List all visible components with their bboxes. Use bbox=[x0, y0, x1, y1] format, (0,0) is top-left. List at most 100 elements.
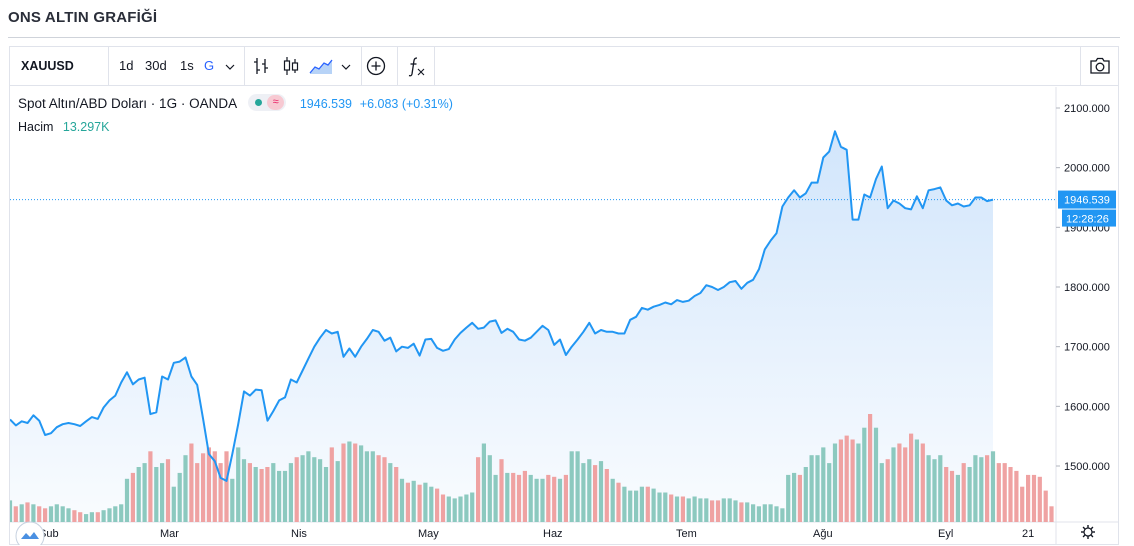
volume-bar bbox=[359, 445, 364, 522]
candlestick-icon[interactable] bbox=[281, 56, 301, 76]
time-tick-label: Eyl bbox=[938, 528, 953, 540]
volume-bar bbox=[224, 451, 229, 522]
volume-bar bbox=[973, 455, 978, 522]
toolbar-divider bbox=[434, 47, 435, 85]
market-status-badge[interactable]: ≈ bbox=[248, 94, 287, 111]
volume-bar bbox=[815, 455, 820, 522]
plus-circle-icon[interactable] bbox=[366, 56, 386, 76]
time-tick-label: Mar bbox=[160, 528, 179, 540]
volume-bar bbox=[165, 459, 171, 522]
legend-symbol[interactable]: Spot Altın/ABD Doları · 1G · OANDA bbox=[18, 96, 237, 112]
volume-bar bbox=[932, 459, 937, 522]
volume-bar bbox=[31, 504, 36, 522]
interval-1d-button[interactable]: 1d bbox=[119, 58, 134, 73]
volume-bar bbox=[429, 486, 434, 522]
volume-bar bbox=[727, 498, 732, 522]
volume-bar bbox=[37, 506, 42, 522]
countdown-label-bg bbox=[1062, 209, 1116, 227]
volume-bar bbox=[622, 486, 627, 522]
area-chart-icon[interactable] bbox=[309, 56, 333, 76]
volume-bar bbox=[897, 443, 902, 522]
volume-bar bbox=[669, 494, 674, 522]
volume-bar bbox=[60, 506, 65, 522]
toolbar-divider bbox=[361, 47, 362, 85]
chevron-down-icon[interactable] bbox=[340, 57, 360, 77]
volume-bar bbox=[587, 459, 592, 522]
chevron-down-icon[interactable] bbox=[224, 57, 244, 77]
title-divider bbox=[8, 37, 1120, 38]
volume-bar bbox=[516, 474, 522, 522]
volume-bar bbox=[25, 502, 30, 522]
volume-bar bbox=[938, 455, 943, 522]
volume-bar bbox=[458, 496, 463, 522]
volume-bar bbox=[499, 459, 504, 522]
price-tick-label: 2000.000 bbox=[1064, 163, 1110, 175]
settings-gear-icon[interactable] bbox=[1081, 525, 1095, 539]
interval-g-button[interactable]: G bbox=[204, 58, 215, 73]
volume-bar bbox=[241, 459, 247, 522]
volume-bar bbox=[218, 463, 223, 522]
chart-widget: XAUUSD 1d 30d 1s G bbox=[9, 46, 1119, 545]
fx-icon[interactable] bbox=[406, 56, 426, 77]
volume-bar bbox=[657, 492, 662, 522]
bar-chart-icon[interactable] bbox=[251, 56, 271, 76]
volume-bar bbox=[803, 467, 808, 522]
volume-bar bbox=[130, 472, 135, 522]
volume-bar bbox=[370, 451, 375, 522]
volume-bar bbox=[663, 492, 668, 522]
interval-1s-button[interactable]: 1s bbox=[180, 58, 194, 73]
volume-bar bbox=[48, 506, 54, 522]
volume-bar bbox=[206, 447, 211, 522]
volume-bar bbox=[54, 504, 59, 522]
volume-bar bbox=[505, 472, 510, 522]
price-tick-label: 1700.000 bbox=[1064, 342, 1110, 354]
price-tick-label: 1800.000 bbox=[1064, 282, 1110, 294]
time-tick-label: 21 bbox=[1022, 528, 1034, 540]
volume-bar bbox=[616, 482, 621, 522]
volume-bar bbox=[1037, 476, 1042, 522]
last-price-label: 1946.539 bbox=[1064, 195, 1110, 207]
volume-bar bbox=[160, 463, 165, 522]
volume-bar bbox=[347, 441, 352, 522]
symbol-search-button[interactable]: XAUUSD bbox=[21, 59, 74, 73]
volume-bar bbox=[891, 447, 896, 522]
interval-30d-button[interactable]: 30d bbox=[145, 58, 167, 73]
volume-bar bbox=[996, 463, 1001, 522]
volume-bar bbox=[856, 443, 861, 522]
chart-toolbar: XAUUSD 1d 30d 1s G bbox=[10, 47, 1118, 86]
volume-bar bbox=[288, 463, 293, 522]
volume-bar bbox=[382, 457, 387, 522]
volume-bar bbox=[411, 480, 416, 522]
volume-bar bbox=[639, 486, 644, 522]
legend-change: +6.083 (+0.31%) bbox=[359, 97, 453, 112]
volume-bar bbox=[704, 498, 709, 522]
camera-icon[interactable] bbox=[1089, 56, 1111, 76]
volume-bar bbox=[534, 478, 539, 522]
volume-bar bbox=[136, 467, 141, 522]
volume-bar bbox=[177, 472, 182, 522]
volume-bar bbox=[142, 463, 147, 522]
volume-bar bbox=[511, 472, 516, 522]
volume-bar bbox=[107, 508, 112, 522]
market-open-dot-icon bbox=[255, 99, 263, 106]
volume-bar bbox=[95, 512, 100, 522]
volume-bar bbox=[230, 478, 235, 522]
volume-bar bbox=[72, 510, 77, 522]
toolbar-divider bbox=[244, 47, 245, 85]
volume-bar bbox=[464, 494, 469, 522]
chart-legend-volume: Hacim 13.297K bbox=[18, 120, 109, 134]
volume-bar bbox=[710, 500, 715, 522]
volume-bar bbox=[452, 498, 457, 522]
volume-bar bbox=[446, 496, 451, 522]
volume-bar bbox=[868, 414, 873, 522]
volume-bar bbox=[341, 443, 346, 522]
volume-bar bbox=[300, 455, 305, 522]
volume-bar bbox=[353, 443, 358, 522]
volume-bar bbox=[66, 508, 71, 522]
price-chart[interactable]: 2100.0002000.0001900.0001800.0001700.000… bbox=[10, 87, 1118, 545]
volume-bar bbox=[715, 500, 721, 522]
volume-bar bbox=[399, 478, 405, 522]
volume-bar bbox=[440, 494, 446, 522]
volume-bar bbox=[522, 470, 527, 522]
volume-value: 13.297K bbox=[62, 120, 110, 134]
